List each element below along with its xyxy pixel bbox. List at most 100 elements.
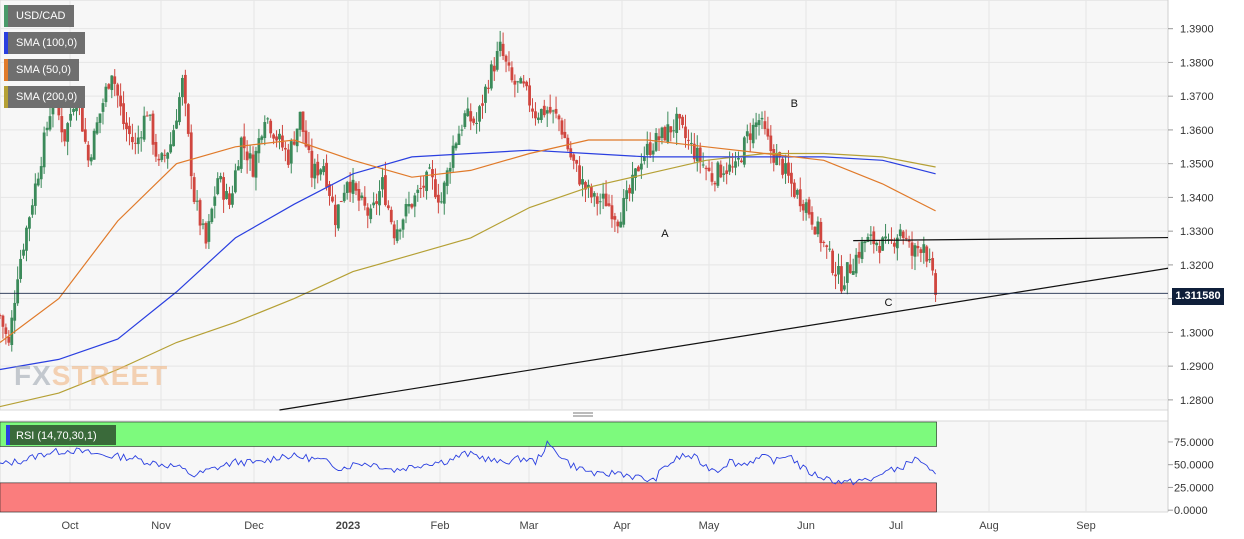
candle-body — [657, 136, 661, 141]
candle-body — [319, 169, 323, 175]
candle-body — [901, 231, 905, 238]
candle-body — [895, 237, 899, 249]
candle-body — [457, 133, 461, 145]
candle-body — [128, 125, 131, 135]
logo-part2: STREET — [51, 360, 169, 391]
candle-body — [410, 204, 414, 208]
candle-body — [445, 170, 449, 186]
candle-body — [19, 258, 22, 279]
candle-body — [301, 111, 305, 132]
candle-body — [710, 173, 714, 182]
y-tick-label: 1.3300 — [1180, 226, 1214, 238]
candle-body — [278, 133, 281, 140]
candle-body — [542, 105, 546, 116]
candle-body — [454, 143, 458, 149]
candle-body — [687, 139, 690, 141]
y-tick-label: 1.3700 — [1180, 91, 1214, 103]
x-tick-label: Feb — [431, 520, 450, 532]
current-price-tag: 1.311580 — [1172, 288, 1224, 305]
candle-body — [513, 80, 517, 85]
candle-body — [822, 241, 826, 243]
candle-body — [286, 149, 290, 165]
candle-body — [157, 158, 161, 161]
candle-body — [442, 182, 446, 204]
candle-body — [245, 151, 249, 161]
candle-body — [57, 100, 61, 116]
candle-body — [236, 166, 240, 171]
candle-body — [819, 221, 823, 244]
candle-body — [592, 193, 596, 197]
candle-body — [769, 135, 773, 152]
candle-body — [345, 182, 349, 193]
rsi-tick-label: 0.0000 — [1174, 505, 1208, 517]
candle-body — [740, 160, 743, 163]
candle-body — [83, 129, 87, 142]
candle-body — [869, 234, 873, 236]
candle-body — [578, 165, 581, 185]
candle-body — [142, 115, 146, 140]
candle-body — [342, 192, 346, 202]
candle-body — [478, 106, 481, 122]
candle-body — [642, 156, 646, 162]
candle-body — [692, 143, 696, 160]
candle-body — [913, 245, 917, 257]
candle-body — [598, 201, 602, 203]
legend-item-sma100[interactable]: SMA (100,0) — [4, 32, 86, 54]
candle-body — [910, 242, 914, 256]
candle-body — [16, 279, 20, 304]
candle-body — [842, 285, 846, 290]
candle-body — [639, 163, 643, 170]
legend-item-sma200[interactable]: SMA (200,0) — [4, 86, 86, 108]
candle-body — [539, 108, 543, 120]
candle-body — [304, 130, 308, 147]
candle-body — [704, 167, 708, 170]
candle-body — [336, 204, 340, 229]
candle-body — [857, 251, 861, 258]
candle-body — [357, 188, 361, 201]
candle-body — [63, 129, 67, 142]
rsi-line — [0, 440, 936, 486]
candle-body — [251, 154, 255, 177]
candle-body — [634, 168, 637, 178]
candle-body — [875, 242, 879, 246]
candle-body — [213, 196, 217, 206]
candle-body — [669, 126, 673, 133]
legend-swatch — [4, 5, 8, 27]
candle-body — [637, 166, 640, 172]
candle-body — [175, 120, 178, 129]
price-axis-area — [1168, 0, 1244, 539]
candle-body — [463, 113, 467, 128]
neckline-trendline — [853, 236, 1169, 242]
candle-body — [675, 113, 679, 133]
candle-body — [907, 240, 911, 242]
candle-body — [848, 264, 852, 274]
candle-body — [372, 202, 376, 206]
candle-body — [378, 191, 381, 206]
candle-body — [622, 198, 626, 225]
legend-item-sma50[interactable]: SMA (50,0) — [4, 59, 80, 81]
candle-body — [248, 153, 252, 159]
candle-body — [481, 103, 484, 106]
candle-body — [195, 200, 199, 202]
candle-body — [681, 116, 684, 126]
candle-body — [69, 113, 73, 121]
legend-item-price[interactable]: USD/CAD — [4, 5, 74, 27]
candle-body — [845, 262, 849, 283]
candle-body — [207, 221, 211, 242]
candle-body — [425, 171, 428, 192]
candle-body — [745, 131, 749, 137]
candle-body — [95, 122, 99, 134]
candle-body — [122, 103, 125, 125]
candle-body — [619, 221, 623, 228]
candle-body — [189, 132, 193, 177]
x-tick-label: Oct — [61, 520, 78, 532]
candle-body — [210, 208, 214, 222]
candle-body — [339, 201, 343, 203]
candle-body — [934, 273, 937, 295]
candle-body — [325, 162, 328, 188]
y-tick-label: 1.3900 — [1180, 24, 1214, 36]
candle-body — [404, 204, 408, 217]
candle-body — [928, 259, 932, 261]
candle-body — [92, 130, 96, 160]
